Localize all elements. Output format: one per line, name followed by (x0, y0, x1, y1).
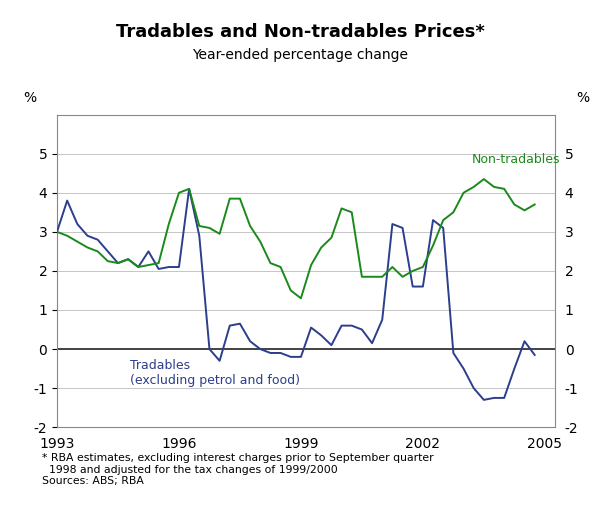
Text: %: % (576, 91, 589, 105)
Text: %: % (23, 91, 36, 105)
Text: * RBA estimates, excluding interest charges prior to September quarter
  1998 an: * RBA estimates, excluding interest char… (42, 453, 434, 487)
Text: Tradables and Non-tradables Prices*: Tradables and Non-tradables Prices* (116, 23, 484, 42)
Text: Non-tradables: Non-tradables (472, 153, 560, 166)
Text: Year-ended percentage change: Year-ended percentage change (192, 48, 408, 62)
Text: Tradables
(excluding petrol and food): Tradables (excluding petrol and food) (130, 359, 300, 387)
